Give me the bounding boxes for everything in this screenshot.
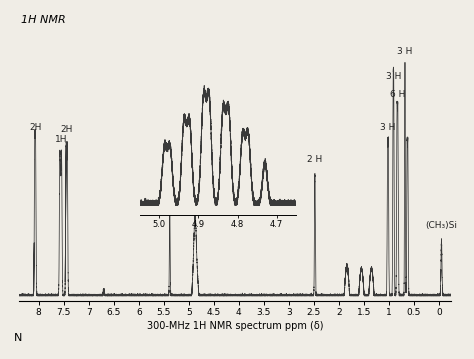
X-axis label: 300-MHz 1H NMR spectrum ppm (δ): 300-MHz 1H NMR spectrum ppm (δ): [147, 321, 323, 331]
Text: 1 H: 1 H: [188, 201, 203, 210]
Text: 1H NMR: 1H NMR: [21, 15, 65, 25]
Text: 1 H: 1 H: [162, 186, 177, 195]
Text: 6 H: 6 H: [390, 90, 405, 99]
Text: 2 H: 2 H: [307, 155, 322, 164]
Text: 2H: 2H: [29, 122, 41, 132]
Text: 1H: 1H: [55, 135, 67, 144]
Text: 3 H: 3 H: [386, 72, 401, 81]
Text: 3 H: 3 H: [397, 47, 413, 56]
Text: N: N: [14, 333, 23, 343]
Text: 3 H: 3 H: [380, 122, 396, 132]
Text: 2H: 2H: [61, 125, 73, 134]
Text: (CH₃)Si: (CH₃)Si: [426, 221, 457, 230]
